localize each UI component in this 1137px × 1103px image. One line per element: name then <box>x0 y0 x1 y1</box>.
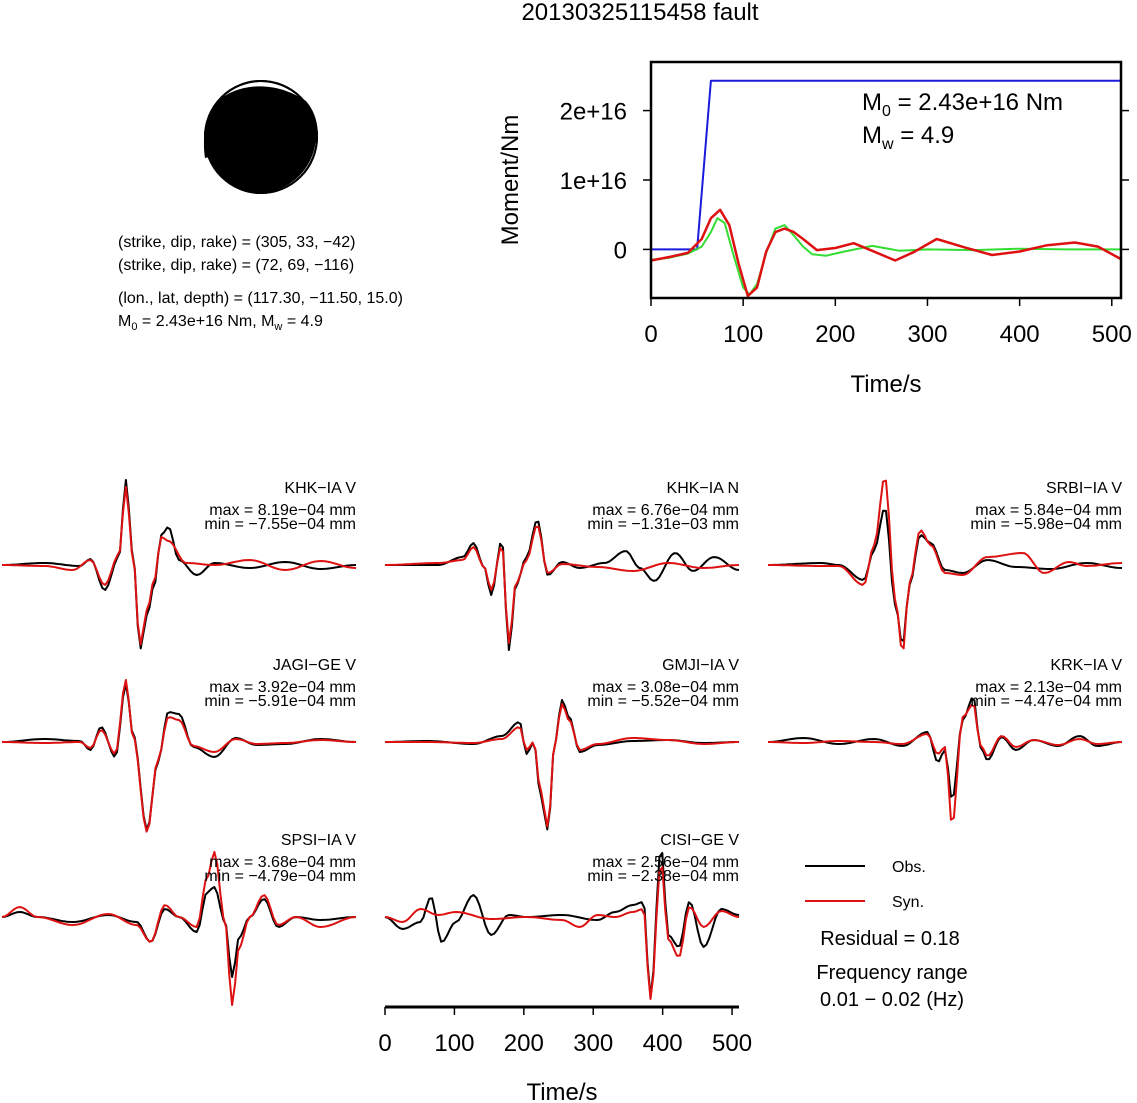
residual-text: Residual = 0.18 <box>820 928 960 950</box>
waveform-xtick-label: 0 <box>378 1030 391 1057</box>
legend: Obs. Syn. Residual = 0.18 Frequency rang… <box>805 859 968 1011</box>
moment-xtick-label: 200 <box>815 321 855 348</box>
waveform-xlabel: Time/s <box>526 1079 597 1103</box>
waveform-xtick-label: 400 <box>643 1030 683 1057</box>
waveform-xtick-label: 300 <box>573 1030 613 1057</box>
station-min: min = −5.98e−04 mm <box>970 516 1122 533</box>
moment-ylabel: Moment/Nm <box>497 115 524 246</box>
mechanism-line-2: (strike, dip, rake) = (72, 69, −116) <box>118 257 354 274</box>
waveform-xtick-label: 100 <box>434 1030 474 1057</box>
observed-trace <box>385 699 739 831</box>
station-min: min = −4.47e−04 mm <box>970 693 1122 710</box>
moment-series-red <box>651 208 1121 298</box>
station-name: GMJI−IA V <box>662 657 739 674</box>
station-name: JAGI−GE V <box>273 657 356 674</box>
moment-series-blue <box>651 79 1121 251</box>
station-name: CISI−GE V <box>660 832 739 849</box>
frequency-range-title: Frequency range <box>816 962 967 984</box>
station-min: min = −1.31e−03 mm <box>587 516 739 533</box>
legend-obs-label: Obs. <box>892 859 926 876</box>
synthetic-trace <box>384 866 740 1000</box>
station-max: max = 2.13e−04 mm <box>975 679 1122 696</box>
moment-plot: 0 100 200 300 400 500 0 1e+16 2e+16 Time/s Momen… <box>497 60 1132 398</box>
station-name: SPSI−IA V <box>281 832 356 849</box>
waveform-time-axis: 0 100 200 300 400 500 <box>378 1005 752 1057</box>
moment-xlabel: Time/s <box>850 371 921 398</box>
legend-syn-label: Syn. <box>892 894 924 911</box>
station-name: KHK−IA N <box>667 480 739 497</box>
station-max: max = 5.84e−04 mm <box>975 502 1122 519</box>
synthetic-trace <box>385 525 740 644</box>
moment-annotation-m0: M0 = 2.43e+16 Nm <box>862 89 1063 120</box>
station-max: max = 8.19e−04 mm <box>209 502 356 519</box>
observed-trace <box>384 851 740 998</box>
station-max: max = 3.68e−04 mm <box>209 854 356 871</box>
moment-ytick-label: 1e+16 <box>560 168 627 195</box>
moment-xtick-label: 400 <box>1000 321 1040 348</box>
mechanism-info: (strike, dip, rake) = (305, 33, −42) (st… <box>118 234 403 333</box>
waveform-xtick-label: 200 <box>504 1030 544 1057</box>
focal-mechanism-beachball <box>203 80 318 194</box>
station-min: min = −5.52e−04 mm <box>587 693 739 710</box>
station-min: min = −2.38e−04 mm <box>587 868 739 885</box>
station-name: KHK−IA V <box>284 480 356 497</box>
moment-xtick-label: 500 <box>1092 321 1132 348</box>
observed-trace <box>385 520 740 651</box>
observed-trace <box>768 509 1123 642</box>
station-max: max = 2.56e−04 mm <box>592 854 739 871</box>
waveform-xtick-label: 500 <box>712 1030 752 1057</box>
figure-title: 20130325115458 fault <box>521 0 758 26</box>
moment-ytick-label: 2e+16 <box>560 99 627 126</box>
mechanism-line-4: M0 = 2.43e+16 Nm, Mw = 4.9 <box>118 313 323 333</box>
station-min: min = −5.91e−04 mm <box>204 693 356 710</box>
synthetic-trace <box>768 479 1123 650</box>
station-name: SRBI−IA V <box>1046 480 1122 497</box>
synthetic-trace <box>768 703 1123 821</box>
moment-annotation-mw: Mw = 4.9 <box>862 122 954 153</box>
moment-xtick-label: 0 <box>644 321 657 348</box>
station-max: max = 3.08e−04 mm <box>592 679 739 696</box>
station-min: min = −4.79e−04 mm <box>204 868 356 885</box>
station-name: KRK−IA V <box>1050 657 1122 674</box>
observed-trace <box>1 886 357 978</box>
mechanism-line-3: (lon., lat, depth) = (117.30, −11.50, 15… <box>118 290 403 307</box>
synthetic-trace <box>1 851 357 1006</box>
station-min: min = −7.55e−04 mm <box>204 516 356 533</box>
station-max: max = 3.92e−04 mm <box>209 679 356 696</box>
moment-xtick-label: 300 <box>907 321 947 348</box>
synthetic-trace <box>385 703 739 828</box>
beachball-compressional-bottom <box>206 135 316 194</box>
station-max: max = 6.76e−04 mm <box>592 502 739 519</box>
beachball-compressional-top <box>203 86 318 158</box>
moment-series-green <box>651 217 1121 296</box>
observed-trace <box>2 479 357 650</box>
moment-ytick-label: 0 <box>614 237 627 264</box>
mechanism-line-1: (strike, dip, rake) = (305, 33, −42) <box>118 234 355 251</box>
synthetic-trace <box>2 486 357 646</box>
moment-xtick-label: 100 <box>723 321 763 348</box>
synthetic-trace <box>2 679 356 833</box>
frequency-range-value: 0.01 − 0.02 (Hz) <box>820 989 964 1011</box>
